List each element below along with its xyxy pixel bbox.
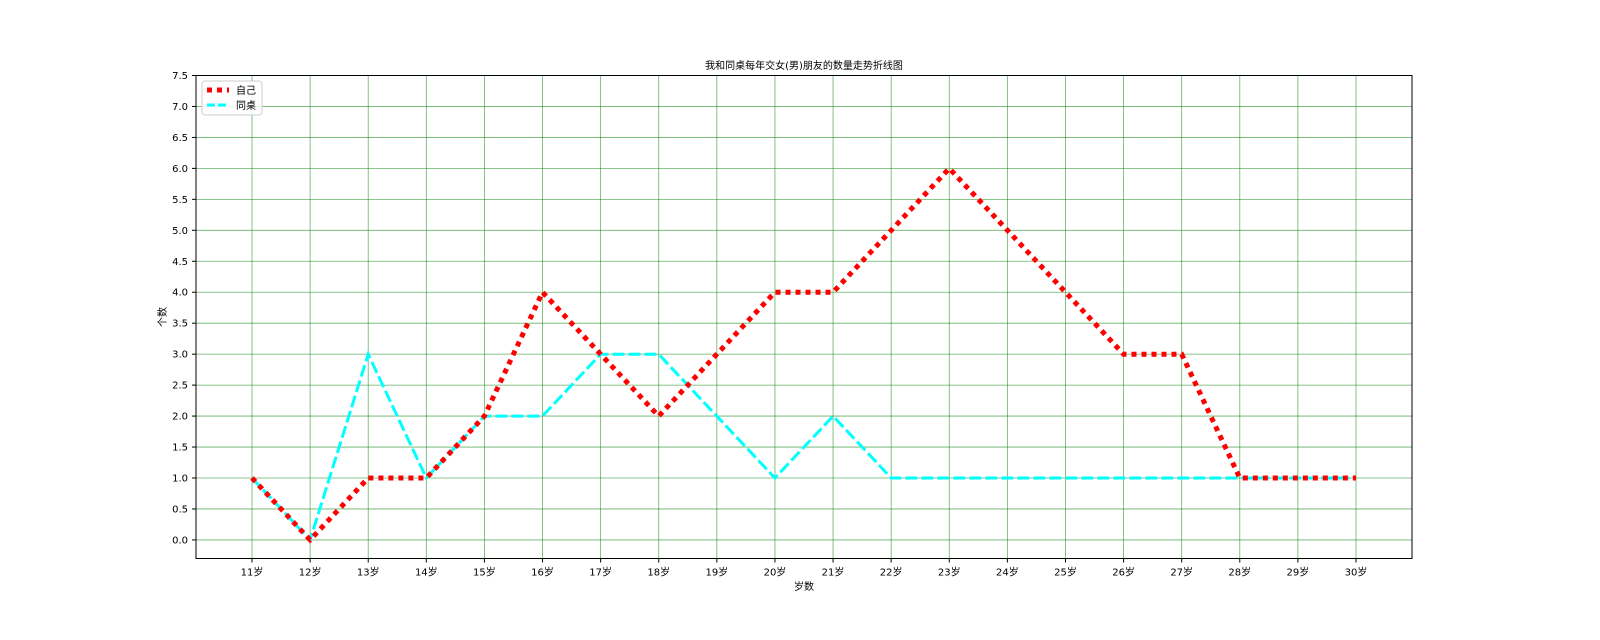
x-tick-label: 26岁 [1112,566,1135,579]
x-tick-label: 19岁 [705,566,728,579]
y-tick-label: 2.0 [172,412,188,423]
series-line-1 [250,350,1356,543]
x-tick-label: 17岁 [589,566,612,579]
x-tick-label: 27岁 [1170,566,1193,579]
legend-label: 自己 [236,84,256,97]
y-tick-label: 7.5 [172,71,188,82]
y-tick-label: 1.5 [172,443,188,454]
x-tick-label: 14岁 [415,566,438,579]
x-tick-label: 28岁 [1228,566,1251,579]
x-tick-label: 12岁 [299,566,322,579]
grid [196,75,1412,559]
x-tick-label: 20岁 [764,566,787,579]
plot-frame [195,75,1413,559]
series-line-0 [250,164,1356,544]
y-tick-label: 5.5 [172,195,188,206]
y-axis-label: 个数 [156,307,169,327]
series-layer [250,164,1356,544]
chart-title: 我和同桌每年交女(男)朋友的数量走势折线图 [705,59,903,72]
y-tick-label: 6.0 [172,164,188,175]
x-tick-label: 29岁 [1287,566,1310,579]
y-tick-label: 3.5 [172,319,188,330]
x-tick-label: 23岁 [938,566,961,579]
x-axis: 11岁 12岁 13岁 14岁 15岁 16岁 17岁 18岁 19岁 20岁 21岁 22岁 23岁 2… [241,558,1368,579]
y-axis: 0.0 0.5 1.0 1.5 2.0 2.5 3.0 3.5 4.0 4.5 5.0 5.5 6.0 6… [172,71,196,546]
x-tick-label: 16岁 [531,566,554,579]
y-tick-label: 7.0 [172,102,188,113]
y-tick-label: 4.5 [172,257,188,268]
x-tick-label: 24岁 [996,566,1019,579]
x-tick-label: 18岁 [647,566,670,579]
y-tick-label: 6.5 [172,133,188,144]
x-tick-label: 11岁 [241,566,264,579]
y-tick-label: 5.0 [172,226,188,237]
x-tick-label: 22岁 [880,566,903,579]
x-axis-label: 岁数 [794,580,814,593]
x-tick-label: 25岁 [1054,566,1077,579]
x-tick-label: 21岁 [822,566,845,579]
y-tick-label: 0.5 [172,504,188,515]
y-tick-label: 0.0 [172,535,188,546]
x-tick-label: 13岁 [357,566,380,579]
y-tick-label: 2.5 [172,381,188,392]
legend-label: 同桌 [236,99,256,112]
y-tick-label: 4.0 [172,288,188,299]
y-tick-label: 3.0 [172,350,188,361]
x-tick-label: 15岁 [473,566,496,579]
y-tick-label: 1.0 [172,474,188,485]
x-tick-label: 30岁 [1345,566,1368,579]
